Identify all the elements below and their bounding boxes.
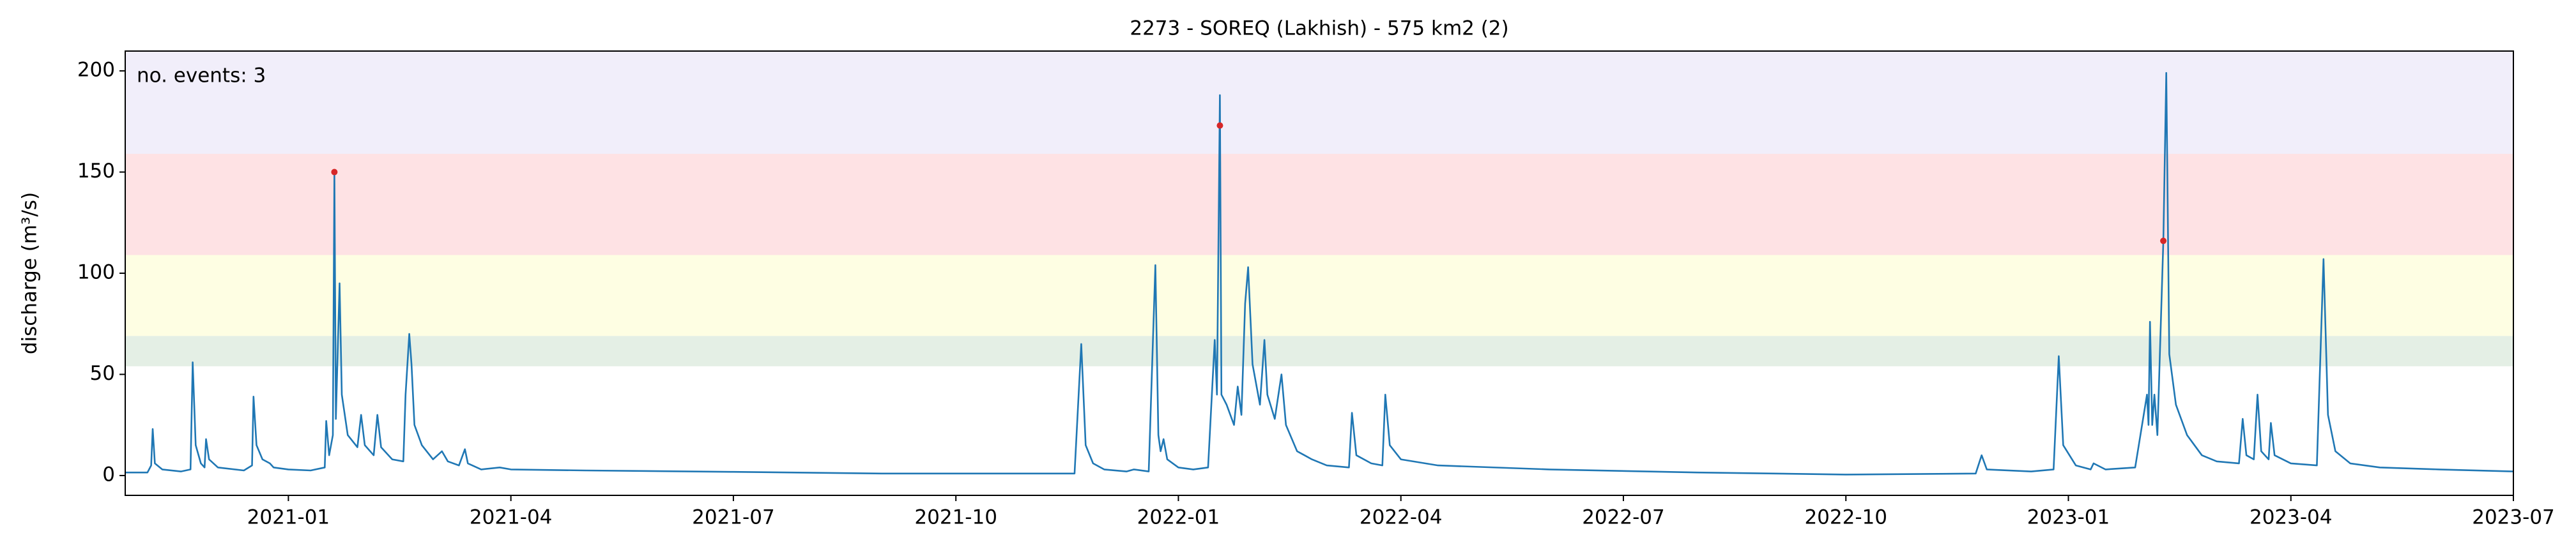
threshold-band (125, 255, 2513, 336)
x-tick-label: 2022-01 (1137, 506, 1220, 529)
plot-frame (125, 50, 2514, 496)
y-tick-label: 100 (77, 261, 115, 284)
event-marker (1216, 122, 1223, 129)
threshold-band (125, 336, 2513, 366)
threshold-band (125, 154, 2513, 255)
y-tick-label: 0 (102, 463, 115, 486)
x-tick-label: 2022-10 (1804, 506, 1887, 529)
y-axis-label: discharge (m³/s) (19, 192, 42, 354)
y-tick-label: 50 (90, 362, 115, 385)
x-tick-label: 2021-10 (914, 506, 997, 529)
event-marker (331, 169, 338, 176)
threshold-band (125, 51, 2513, 154)
x-tick-label: 2021-04 (470, 506, 553, 529)
x-tick-label: 2022-07 (1582, 506, 1665, 529)
x-tick-label: 2023-07 (2472, 506, 2555, 529)
event-count: no. events: 3 (137, 64, 266, 87)
chart-title: 2273 - SOREQ (Lakhish) - 575 km2 (2) (1130, 17, 1508, 40)
y-tick-label: 200 (77, 59, 115, 82)
x-tick-label: 2023-01 (2027, 506, 2110, 529)
y-tick-label: 150 (77, 160, 115, 183)
x-tick-label: 2022-04 (1360, 506, 1443, 529)
event-marker (2160, 237, 2167, 244)
x-tick-label: 2021-01 (247, 506, 330, 529)
x-tick-label: 2021-07 (692, 506, 775, 529)
discharge-line (125, 71, 2514, 476)
x-tick-label: 2023-04 (2250, 506, 2333, 529)
